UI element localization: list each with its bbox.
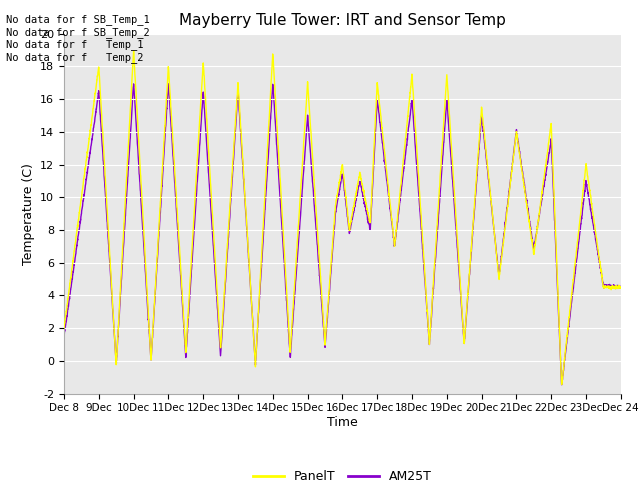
Text: No data for f SB_Temp_1
No data for f SB_Temp_2
No data for f   Temp_1
No data f: No data for f SB_Temp_1 No data for f SB… — [6, 14, 150, 63]
Title: Mayberry Tule Tower: IRT and Sensor Temp: Mayberry Tule Tower: IRT and Sensor Temp — [179, 13, 506, 28]
Legend: PanelT, AM25T: PanelT, AM25T — [248, 465, 437, 480]
X-axis label: Time: Time — [327, 416, 358, 429]
Y-axis label: Temperature (C): Temperature (C) — [22, 163, 35, 264]
